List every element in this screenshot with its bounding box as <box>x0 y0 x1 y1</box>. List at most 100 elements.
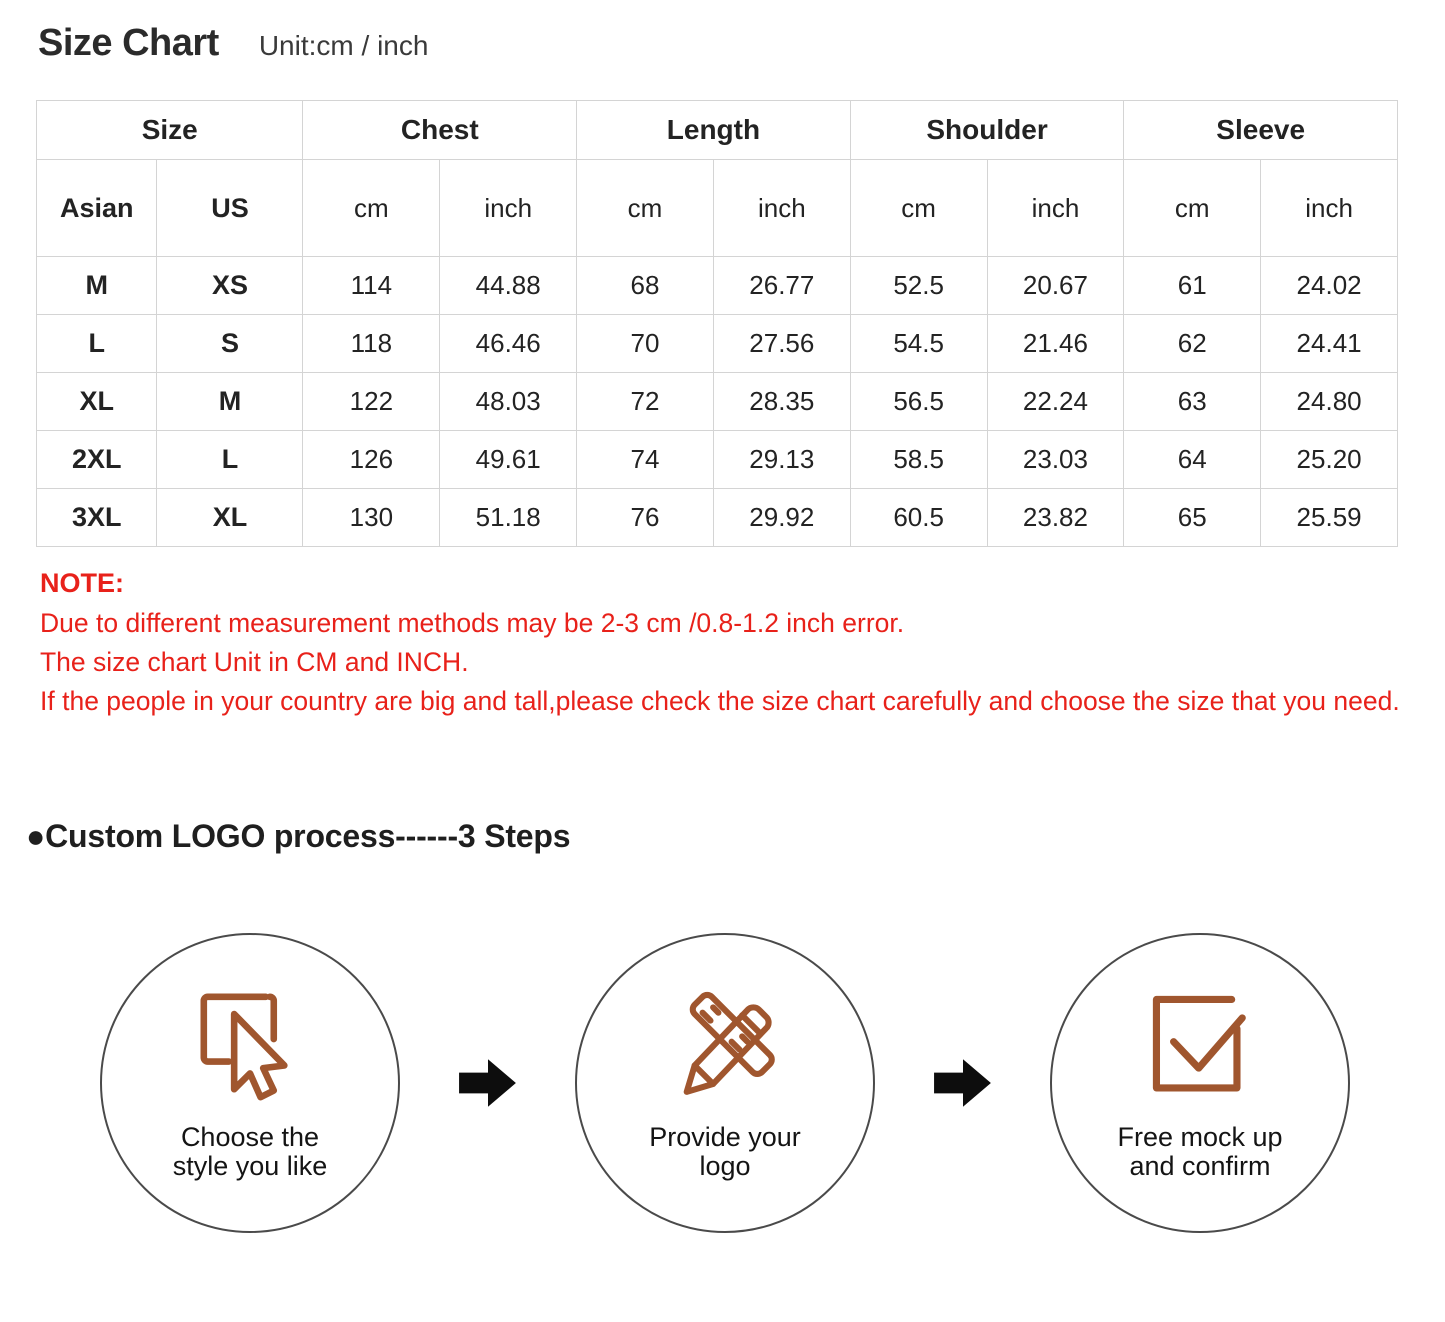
cell-shoulder-inch: 20.67 <box>986 256 1125 315</box>
sub-header-length-cm: cm <box>576 159 714 257</box>
cell-shoulder-cm: 52.5 <box>849 256 988 315</box>
cell-asian: 2XL <box>35 430 158 489</box>
cell-sleeve-inch: 25.59 <box>1260 488 1398 547</box>
cell-sleeve-cm: 63 <box>1123 372 1262 431</box>
cell-chest-cm: 126 <box>302 430 441 489</box>
sub-header-length-inch: inch <box>712 159 851 257</box>
group-header-size: Size <box>35 100 304 160</box>
process-step-2: Provide your logo <box>575 933 875 1233</box>
cell-asian: L <box>35 314 158 373</box>
group-header-shoulder: Shoulder <box>849 100 1125 160</box>
table-row: 2XL L 126 49.61 74 29.13 58.5 23.03 64 2… <box>35 430 1398 489</box>
cell-shoulder-cm: 58.5 <box>849 430 988 489</box>
cell-sleeve-inch: 25.20 <box>1260 430 1398 489</box>
process-step-2-label: Provide your logo <box>631 1122 819 1182</box>
table-sub-header-row: Asian US cm inch cm inch cm inch cm inch <box>35 159 1398 257</box>
arrow-right-icon-1 <box>451 1046 525 1120</box>
table-row: 3XL XL 130 51.18 76 29.92 60.5 23.82 65 … <box>35 488 1398 547</box>
cell-chest-cm: 118 <box>302 314 441 373</box>
cell-shoulder-inch: 23.03 <box>986 430 1125 489</box>
step-2-label-line1: Provide your <box>649 1122 801 1152</box>
size-chart-table: Size Chest Length Shoulder Sleeve Asian … <box>35 100 1398 547</box>
cell-shoulder-inch: 22.24 <box>986 372 1125 431</box>
cell-chest-inch: 49.61 <box>439 430 578 489</box>
cell-shoulder-cm: 54.5 <box>849 314 988 373</box>
table-row: XL M 122 48.03 72 28.35 56.5 22.24 63 24… <box>35 372 1398 431</box>
cell-chest-cm: 122 <box>302 372 441 431</box>
cell-length-inch: 28.35 <box>712 372 851 431</box>
cell-sleeve-inch: 24.41 <box>1260 314 1398 373</box>
cell-length-cm: 74 <box>576 430 714 489</box>
step-3-label-line2: and confirm <box>1129 1151 1271 1182</box>
cell-shoulder-cm: 56.5 <box>849 372 988 431</box>
sub-header-sleeve-inch: inch <box>1260 159 1398 257</box>
cell-length-inch: 29.13 <box>712 430 851 489</box>
cell-us: L <box>156 430 304 489</box>
sub-header-us: US <box>156 159 304 257</box>
unit-label: Unit:cm / inch <box>258 30 429 61</box>
group-header-sleeve: Sleeve <box>1123 100 1398 160</box>
cell-chest-cm: 130 <box>302 488 441 547</box>
cell-length-cm: 70 <box>576 314 714 373</box>
page-title-row: Size Chart Unit:cm / inch <box>38 22 428 65</box>
cell-chest-cm: 114 <box>302 256 441 315</box>
table-group-header-row: Size Chest Length Shoulder Sleeve <box>35 100 1398 160</box>
note-line-3: If the people in your country are big an… <box>40 685 1400 716</box>
cell-chest-inch: 46.46 <box>439 314 578 373</box>
process-step-3-label: Free mock up and confirm <box>1099 1122 1300 1182</box>
arrow-right-icon-2 <box>926 1046 1000 1120</box>
sub-header-chest-cm: cm <box>302 159 441 257</box>
process-step-1: Choose the style you like <box>100 933 400 1233</box>
pencil-ruler-icon <box>659 981 791 1113</box>
cell-length-cm: 72 <box>576 372 714 431</box>
table-row: M XS 114 44.88 68 26.77 52.5 20.67 61 24… <box>35 256 1398 315</box>
cell-asian: XL <box>35 372 158 431</box>
step-1-label-line2: style you like <box>172 1151 328 1182</box>
cell-shoulder-inch: 23.82 <box>986 488 1125 547</box>
page-title: Size Chart <box>38 22 219 64</box>
note-line-1: Due to different measurement methods may… <box>40 608 905 639</box>
step-1-label-line1: Choose the <box>180 1122 320 1152</box>
cell-length-cm: 76 <box>576 488 714 547</box>
cell-sleeve-inch: 24.02 <box>1260 256 1398 315</box>
cell-asian: 3XL <box>35 488 158 547</box>
cell-chest-inch: 44.88 <box>439 256 578 315</box>
cell-length-inch: 29.92 <box>712 488 851 547</box>
cell-sleeve-cm: 65 <box>1123 488 1262 547</box>
note-line-2: The size chart Unit in CM and INCH. <box>40 647 469 678</box>
process-step-3: Free mock up and confirm <box>1050 933 1350 1233</box>
cell-asian: M <box>35 256 158 315</box>
cell-shoulder-cm: 60.5 <box>849 488 988 547</box>
sub-header-shoulder-inch: inch <box>986 159 1125 257</box>
cell-length-inch: 27.56 <box>712 314 851 373</box>
cell-chest-inch: 48.03 <box>439 372 578 431</box>
cell-shoulder-inch: 21.46 <box>986 314 1125 373</box>
cell-us: M <box>156 372 304 431</box>
process-steps: Choose the style you like Provide <box>100 928 1350 1238</box>
step-2-label-line2: logo <box>699 1151 751 1182</box>
cell-sleeve-cm: 64 <box>1123 430 1262 489</box>
group-header-chest: Chest <box>302 100 578 160</box>
cell-us: S <box>156 314 304 373</box>
process-heading: ●Custom LOGO process------3 Steps <box>26 818 571 854</box>
cell-us: XL <box>156 488 304 547</box>
table-row: L S 118 46.46 70 27.56 54.5 21.46 62 24.… <box>35 314 1398 373</box>
note-block: NOTE: Due to different measurement metho… <box>40 564 1400 720</box>
cell-us: XS <box>156 256 304 315</box>
sub-header-sleeve-cm: cm <box>1123 159 1262 257</box>
cell-chest-inch: 51.18 <box>439 488 578 547</box>
cell-sleeve-cm: 62 <box>1123 314 1262 373</box>
checkbox-check-icon <box>1134 981 1266 1113</box>
cell-length-inch: 26.77 <box>712 256 851 315</box>
process-step-1-label: Choose the style you like <box>155 1122 346 1182</box>
cell-sleeve-inch: 24.80 <box>1260 372 1398 431</box>
sub-header-asian: Asian <box>35 159 158 257</box>
step-3-label-line1: Free mock up <box>1117 1122 1283 1152</box>
sub-header-shoulder-cm: cm <box>849 159 988 257</box>
group-header-length: Length <box>576 100 851 160</box>
cell-length-cm: 68 <box>576 256 714 315</box>
cell-sleeve-cm: 61 <box>1123 256 1262 315</box>
cursor-select-icon <box>184 981 316 1113</box>
note-title: NOTE: <box>40 568 124 598</box>
sub-header-chest-inch: inch <box>439 159 578 257</box>
